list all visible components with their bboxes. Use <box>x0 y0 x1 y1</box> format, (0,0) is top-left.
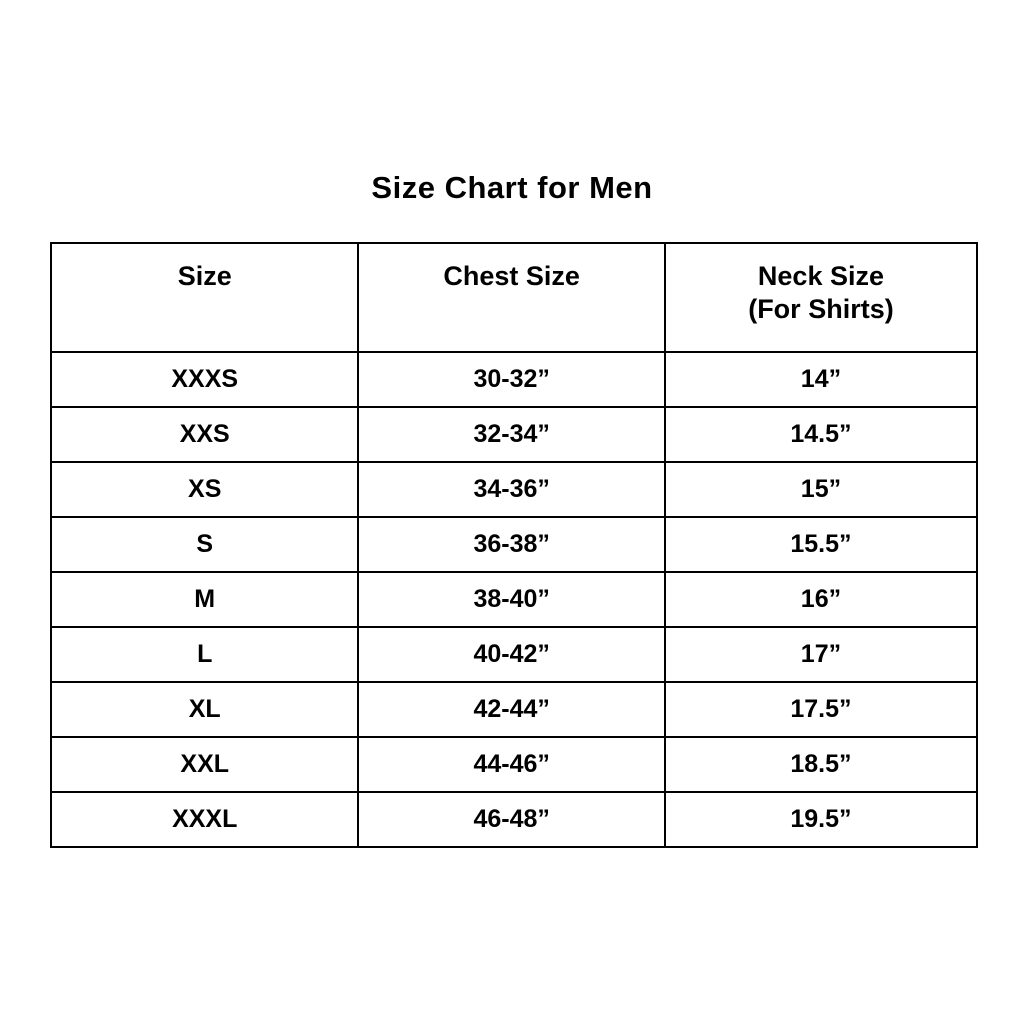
size-cell: XS <box>49 461 360 518</box>
neck-size-cell: 16” <box>663 571 979 628</box>
neck-size-cell: 17.5” <box>663 681 979 738</box>
size-cell: L <box>49 626 360 683</box>
chest-size-cell: 42-44” <box>357 681 666 738</box>
chest-size-cell: 34-36” <box>357 461 666 518</box>
table-row: XXL 44-46” 18.5” <box>49 736 979 793</box>
neck-size-cell: 19.5” <box>663 791 979 848</box>
neck-size-cell: 17” <box>663 626 979 683</box>
size-cell: M <box>49 571 360 628</box>
chest-size-cell: 38-40” <box>357 571 666 628</box>
table-row: S 36-38” 15.5” <box>49 516 979 573</box>
chest-size-cell: 30-32” <box>357 351 666 408</box>
chest-size-cell: 40-42” <box>357 626 666 683</box>
chest-size-cell: 36-38” <box>357 516 666 573</box>
table-row: XXS 32-34” 14.5” <box>49 406 979 463</box>
size-cell: XXXL <box>49 791 360 848</box>
column-header-size: Size <box>49 242 360 353</box>
table-row: XXXL 46-48” 19.5” <box>49 791 979 848</box>
size-cell: XXL <box>49 736 360 793</box>
column-header-neck-size: Neck Size (For Shirts) <box>663 242 979 353</box>
header-row: Size Chest Size Neck Size (For Shirts) <box>49 242 979 353</box>
size-cell: XXS <box>49 406 360 463</box>
table-row: M 38-40” 16” <box>49 571 979 628</box>
column-header-chest-size: Chest Size <box>357 242 666 353</box>
table-row: XXXS 30-32” 14” <box>49 351 979 408</box>
size-cell: XL <box>49 681 360 738</box>
page-title: Size Chart for Men <box>371 170 653 205</box>
table-row: L 40-42” 17” <box>49 626 979 683</box>
neck-size-cell: 15.5” <box>663 516 979 573</box>
table-header: Size Chest Size Neck Size (For Shirts) <box>49 242 979 353</box>
table-row: XL 42-44” 17.5” <box>49 681 979 738</box>
chest-size-cell: 32-34” <box>357 406 666 463</box>
size-chart-table: Size Chest Size Neck Size (For Shirts) X… <box>49 242 979 848</box>
table-row: XS 34-36” 15” <box>49 461 979 518</box>
chest-size-cell: 44-46” <box>357 736 666 793</box>
neck-size-cell: 15” <box>663 461 979 518</box>
size-cell: XXXS <box>49 351 360 408</box>
neck-size-cell: 14” <box>663 351 979 408</box>
neck-size-cell: 18.5” <box>663 736 979 793</box>
neck-size-cell: 14.5” <box>663 406 979 463</box>
chest-size-cell: 46-48” <box>357 791 666 848</box>
size-table-body: XXXS 30-32” 14” XXS 32-34” 14.5” XS 34-36” 15” S 3… <box>49 351 979 848</box>
size-cell: S <box>49 516 360 573</box>
